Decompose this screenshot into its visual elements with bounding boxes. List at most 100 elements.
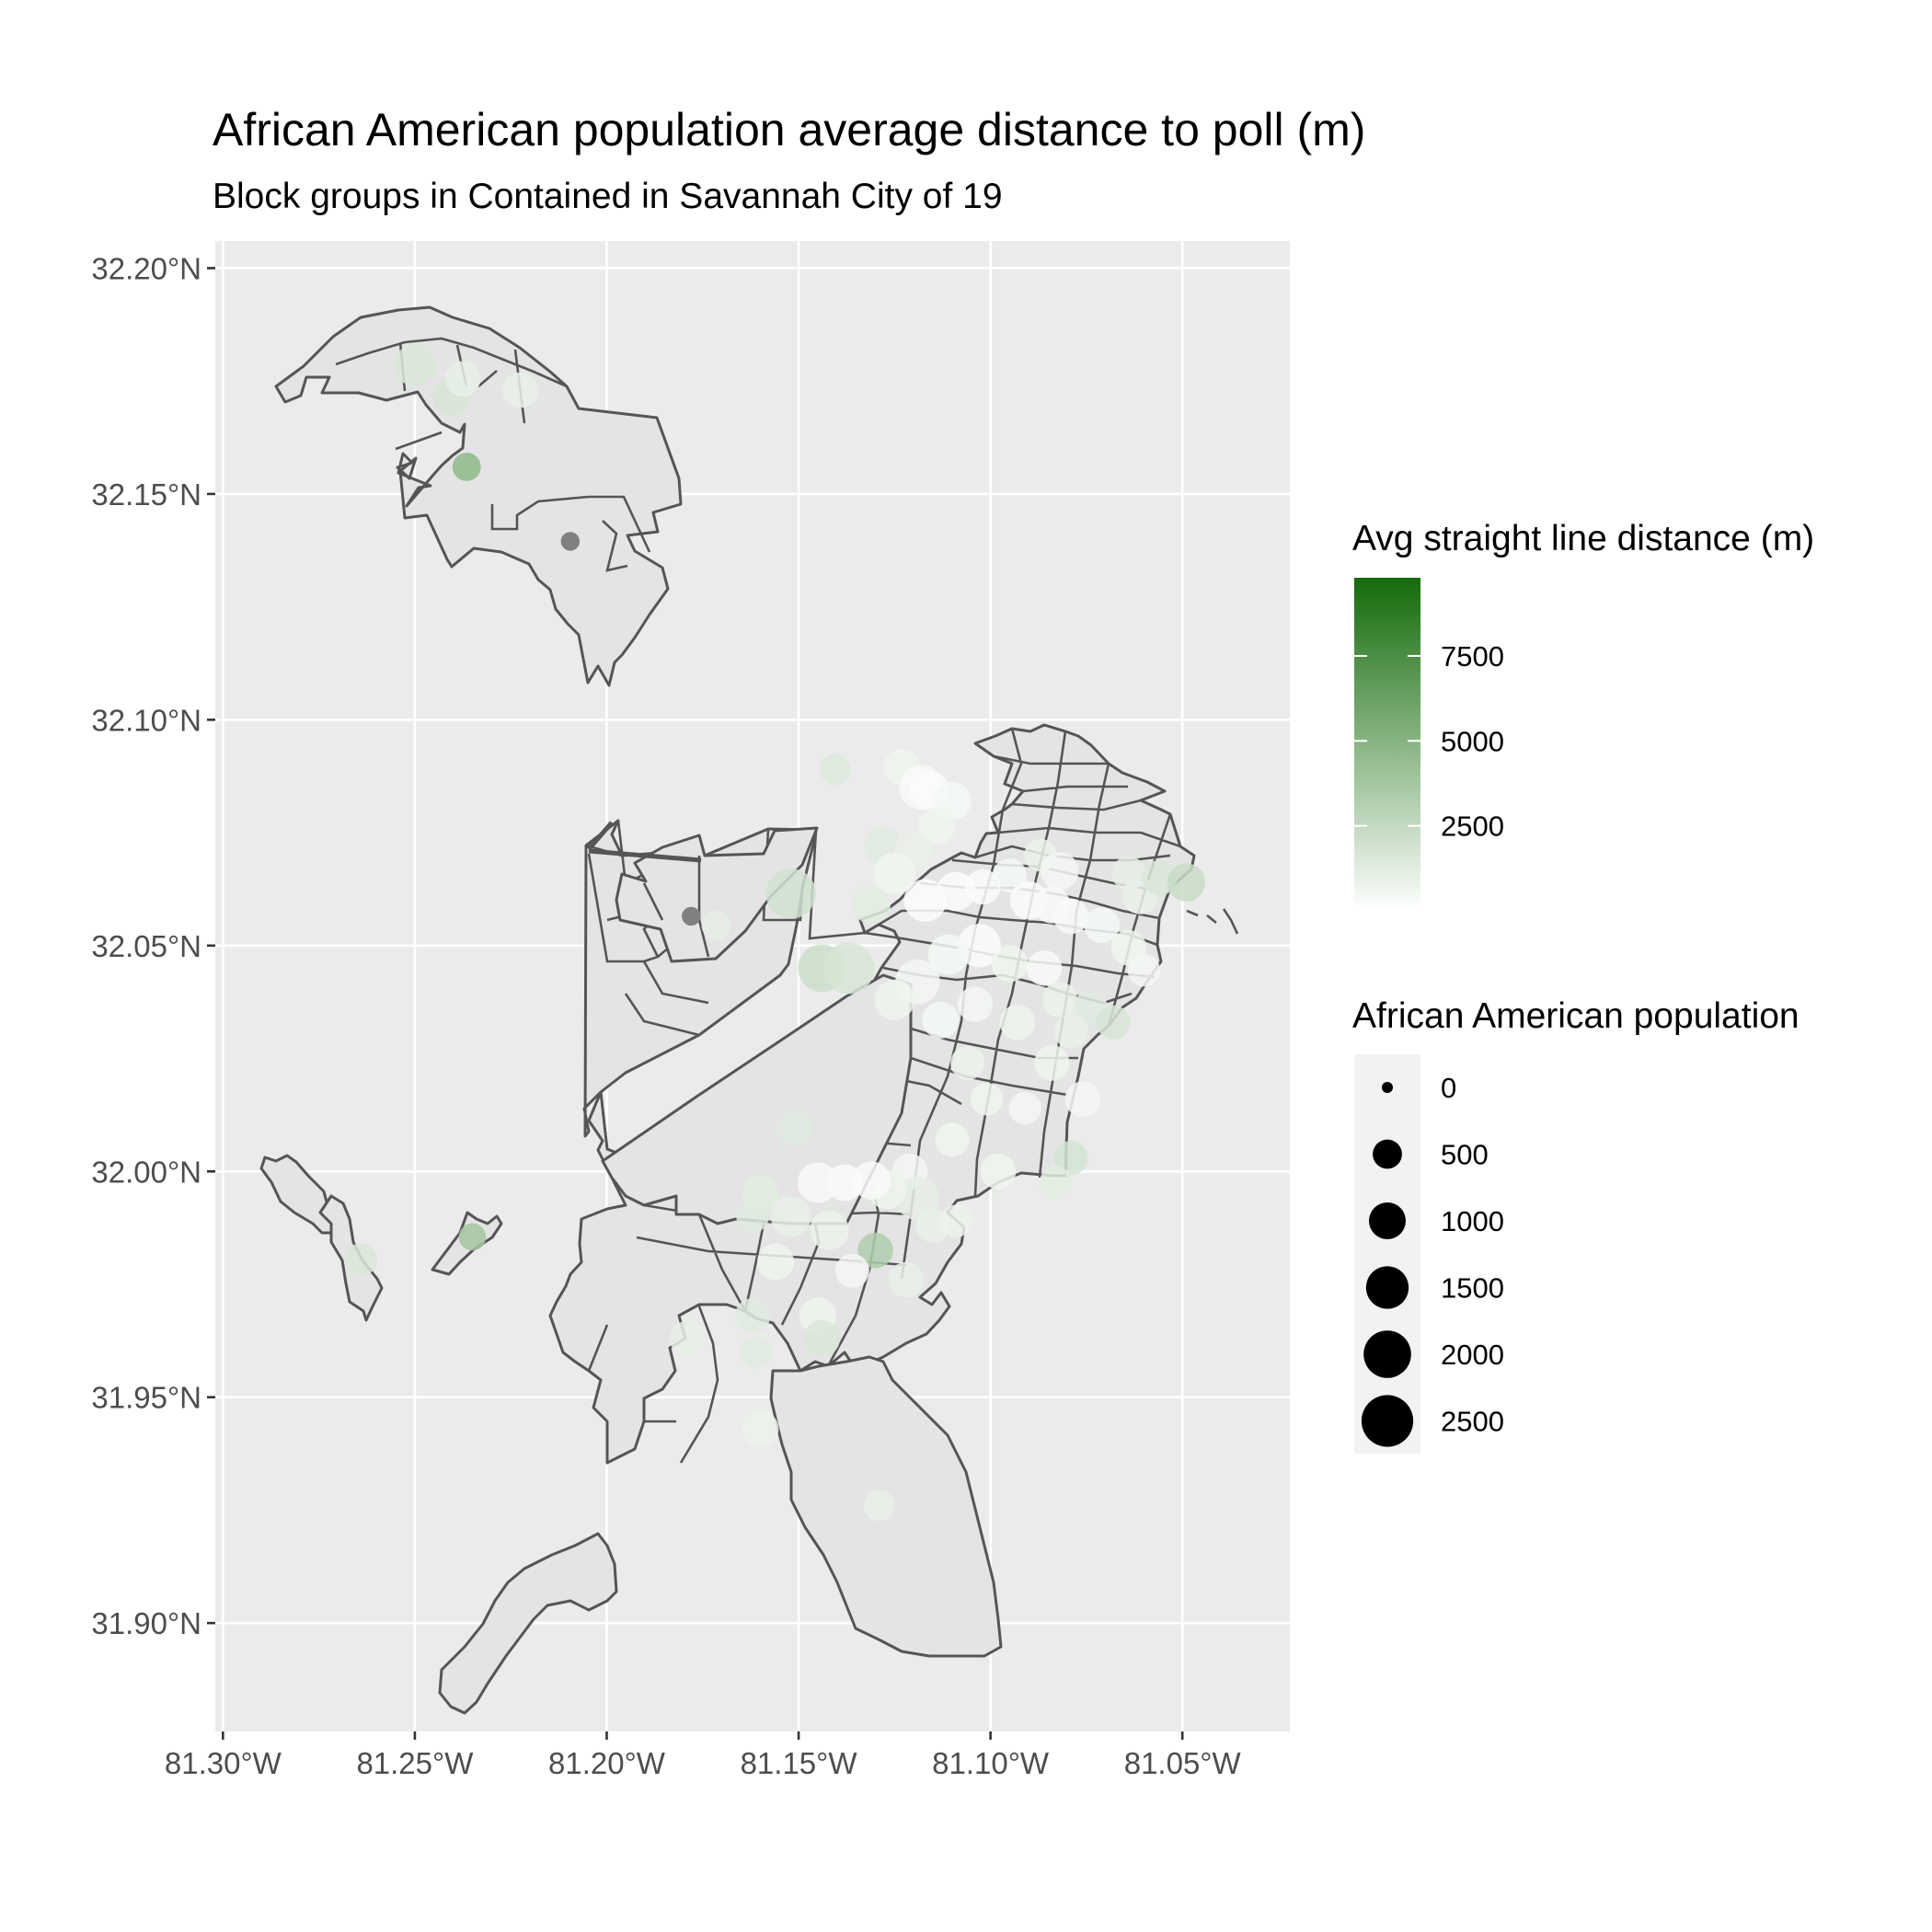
population-point [740,1335,773,1369]
x-tick-label: 81.20°W [548,1746,666,1780]
population-points [344,344,1206,1522]
population-point [1034,1045,1070,1081]
y-tick-label: 32.00°N [91,1155,201,1189]
x-tick-label: 81.30°W [165,1746,282,1780]
population-point [834,1253,869,1288]
population-point [822,942,875,995]
size-legend-label: 2500 [1441,1406,1504,1438]
population-point [394,344,436,386]
population-point [873,852,915,894]
population-point [803,1319,841,1357]
size-legend-label: 500 [1441,1139,1489,1171]
x-tick-label: 81.15°W [741,1746,858,1780]
population-point [682,906,701,926]
population-point [957,986,994,1022]
population-point [903,879,947,922]
population-point [502,372,538,408]
population-point [888,1261,925,1298]
population-point [757,1243,795,1281]
y-tick-label: 32.15°N [91,477,201,512]
y-tick-label: 32.20°N [91,251,201,285]
size-legend-symbol [1382,1082,1393,1093]
population-point [950,1045,985,1080]
population-point [797,1162,838,1203]
boundary-corridor-road [587,821,702,863]
size-legend-label: 1000 [1441,1205,1504,1237]
population-point [736,1200,769,1234]
population-point [1052,898,1089,935]
population-point [936,871,976,912]
population-point [444,361,481,397]
population-point [1041,852,1079,891]
color-legend-label: 7500 [1441,640,1504,673]
population-point [776,1110,813,1146]
size-legend-key-background [1354,1054,1420,1454]
population-point [344,1243,378,1276]
population-point [1167,863,1206,902]
size-legend-symbol [1373,1139,1402,1169]
population-point [452,453,481,481]
size-legend-symbol [1369,1202,1406,1239]
population-point [991,945,1029,983]
population-point [742,1410,779,1448]
size-legend-label: 1500 [1441,1272,1504,1305]
population-point [1064,1081,1101,1118]
y-tick-label: 31.95°N [91,1381,201,1415]
size-legend-symbol [1363,1330,1411,1378]
population-point [852,885,891,925]
population-point [560,532,581,551]
population-point [874,979,915,1020]
population-point [1127,954,1161,987]
population-point [770,1196,811,1237]
boundary-east-fragments [1186,908,1239,935]
population-point [857,1232,893,1269]
population-point [1041,982,1077,1018]
population-point [918,807,956,845]
population-point [863,1489,895,1522]
population-point [458,1223,487,1251]
chart-subtitle: Block groups in Contained in Savannah Ci… [213,177,1003,216]
boundary-southwest-island [438,1532,618,1715]
boundary-corridor [615,826,819,963]
size-legend-symbol [1365,1266,1409,1309]
x-tick-label: 81.10°W [932,1746,1050,1780]
population-point [1084,907,1120,944]
population-point [1053,1141,1088,1176]
population-point [992,858,1028,893]
x-tick-label: 81.25°W [356,1746,474,1780]
population-point [927,934,969,975]
y-tick-label: 32.10°N [91,703,201,737]
population-point [765,868,816,919]
population-point [1096,1005,1131,1040]
population-point [819,753,851,786]
color-legend-ticks: 2500 5000 7500 [1354,640,1504,843]
population-point [669,1320,706,1357]
size-legend-label: 2000 [1441,1339,1504,1371]
population-point [922,1001,960,1039]
population-point [852,1161,891,1200]
population-point [1053,1014,1088,1049]
population-point [1008,1091,1041,1125]
population-point [701,910,731,940]
boundary-northwest [274,305,683,687]
population-point [980,1153,1017,1190]
color-legend-label: 5000 [1441,725,1504,757]
size-legend-title: African American population [1352,996,1800,1036]
population-point [970,1083,1004,1116]
population-point [939,1204,972,1237]
size-legend-symbol [1361,1395,1414,1447]
population-point [999,1004,1036,1041]
population-point [965,868,1001,905]
y-tick-label: 32.05°N [91,929,201,963]
size-legend-label: 0 [1441,1072,1456,1104]
x-tick-label: 81.05°W [1124,1746,1242,1780]
color-legend-bar [1354,578,1420,911]
color-legend-label: 2500 [1441,811,1504,843]
chart-title: African American population average dist… [213,104,1365,155]
population-point [935,1122,970,1157]
population-point [1039,1166,1073,1200]
size-legend-entries: 0 500 1000 1500 2000 2500 [1361,1072,1504,1447]
x-axis: 81.30°W 81.25°W 81.20°W 81.15°W 81.10°W 81.05… [165,1731,1242,1780]
population-point [734,1298,771,1334]
